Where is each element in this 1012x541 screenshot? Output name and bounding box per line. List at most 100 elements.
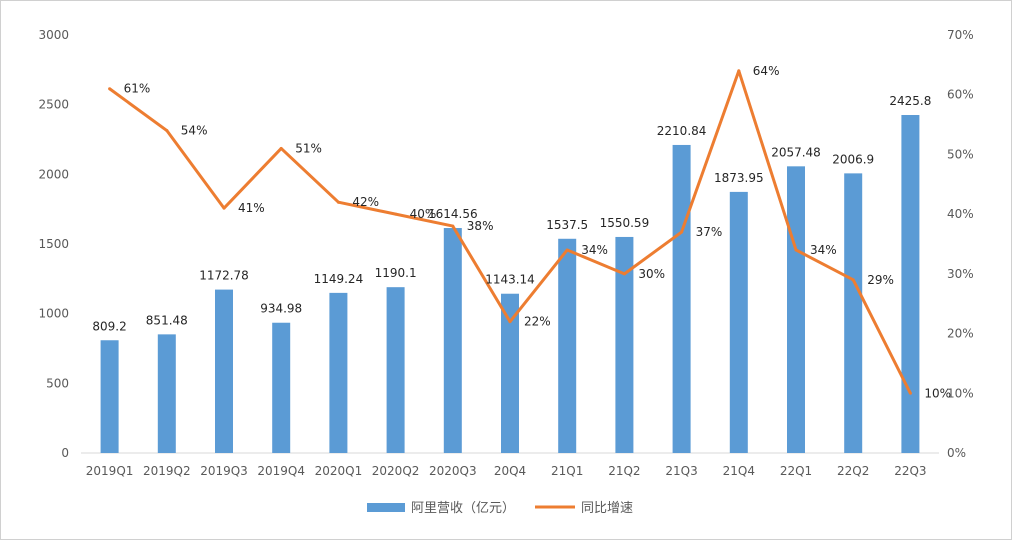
- bar: [157, 334, 176, 453]
- line-data-label: 34%: [810, 243, 837, 257]
- bar: [844, 173, 863, 453]
- line-data-label: 38%: [467, 219, 494, 233]
- legend-line-label: 同比增速: [581, 501, 633, 516]
- right-axis-tick-label: 30%: [947, 267, 974, 281]
- right-axis-tick-label: 20%: [947, 327, 974, 341]
- bar: [501, 293, 519, 453]
- line-data-label: 30%: [638, 267, 665, 281]
- line-point: [165, 129, 169, 133]
- right-axis-tick-label: 10%: [947, 386, 974, 400]
- x-axis-tick-label: 2020Q2: [372, 464, 420, 478]
- line-point: [451, 224, 455, 228]
- line-point: [737, 69, 741, 73]
- bar-data-label: 1537.5: [546, 218, 588, 232]
- line-data-label: 41%: [238, 201, 265, 215]
- bar: [729, 191, 748, 453]
- x-axis-tick-label: 21Q4: [723, 464, 755, 478]
- bar-series: [100, 115, 920, 454]
- line-point: [680, 230, 684, 234]
- x-axis-tick-label: 22Q1: [780, 464, 812, 478]
- line-series: [108, 69, 912, 395]
- bar-data-label: 1143.14: [485, 273, 535, 287]
- left-axis-tick-label: 3000: [38, 28, 69, 42]
- x-axis-tick-label: 21Q3: [665, 464, 697, 478]
- x-axis-ticks: 2019Q1 2019Q2 2019Q3 2019Q4 2020Q1 2020Q2 2020…: [86, 464, 927, 478]
- line-data-labels: 61% 54% 41% 51% 42% 40% 38% 22% 34% 30% 37% 64% 34% 2…: [124, 64, 951, 400]
- x-axis-tick-label: 22Q3: [894, 464, 926, 478]
- bar-data-label: 1190.1: [375, 266, 417, 280]
- left-axis-tick-label: 1500: [38, 237, 69, 251]
- line-data-label: 10%: [924, 386, 951, 400]
- line-data-label: 64%: [753, 64, 780, 78]
- bar: [558, 238, 577, 453]
- line-data-label: 51%: [295, 141, 322, 155]
- line-data-label: 37%: [696, 225, 723, 239]
- x-axis-tick-label: 2020Q3: [429, 464, 477, 478]
- left-axis-tick-label: 2000: [38, 167, 69, 181]
- line-point: [794, 248, 798, 252]
- bar-data-label: 809.2: [92, 319, 126, 333]
- bar: [386, 287, 405, 453]
- line-point: [222, 206, 226, 210]
- line-point: [851, 278, 855, 282]
- bar-data-label: 2210.84: [657, 124, 707, 138]
- bar-data-label: 1149.24: [314, 272, 364, 286]
- bar-data-label: 2006.9: [832, 152, 874, 166]
- line-point: [908, 391, 912, 395]
- legend-bar-label: 阿里营收（亿元）: [411, 501, 515, 516]
- bar: [443, 228, 462, 453]
- legend-bar-swatch: [367, 503, 405, 512]
- bar: [901, 115, 920, 454]
- bar-data-label: 1172.78: [199, 269, 249, 283]
- x-axis-tick-label: 21Q1: [551, 464, 583, 478]
- legend: 阿里营收（亿元） 同比增速: [367, 501, 633, 516]
- line-data-label: 61%: [124, 82, 151, 96]
- x-axis-tick-label: 20Q4: [494, 464, 526, 478]
- line-point: [622, 272, 626, 276]
- bar: [615, 236, 634, 453]
- bar: [329, 292, 348, 453]
- left-axis-tick-label: 0: [61, 446, 69, 460]
- bar: [272, 322, 291, 453]
- right-axis-tick-label: 70%: [947, 28, 974, 42]
- x-axis-tick-label: 2019Q1: [86, 464, 134, 478]
- line-data-label: 40%: [410, 207, 437, 221]
- line-point: [565, 248, 569, 252]
- line-point: [336, 200, 340, 204]
- right-axis-tick-label: 40%: [947, 207, 974, 221]
- bar-data-label: 851.48: [146, 313, 188, 327]
- bar-data-label: 1614.56: [428, 207, 478, 221]
- left-axis: 0 500 1000 1500 2000 2500 3000: [38, 28, 69, 460]
- left-axis-tick-label: 500: [46, 376, 69, 390]
- bar-data-label: 2425.8: [889, 94, 931, 108]
- x-axis-tick-label: 2019Q2: [143, 464, 191, 478]
- bar-data-label: 2057.48: [771, 145, 821, 159]
- right-axis: 0% 10% 20% 30% 40% 50% 60% 70%: [947, 28, 974, 460]
- line-data-label: 42%: [352, 195, 379, 209]
- bar: [100, 340, 119, 453]
- bar: [672, 144, 691, 453]
- bar-data-label: 934.98: [260, 302, 302, 316]
- left-axis-tick-label: 2500: [38, 98, 69, 112]
- right-axis-tick-label: 0%: [947, 446, 966, 460]
- bar-data-labels: 809.2 851.48 1172.78 934.98 1149.24 1190.1 161…: [92, 94, 931, 333]
- line-point: [279, 146, 283, 150]
- right-axis-tick-label: 60%: [947, 88, 974, 102]
- x-axis-tick-label: 2020Q1: [315, 464, 363, 478]
- line-data-label: 29%: [867, 273, 894, 287]
- line-data-label: 34%: [581, 243, 608, 257]
- line-data-label: 22%: [524, 315, 551, 329]
- x-axis-tick-label: 2019Q4: [257, 464, 305, 478]
- line-data-label: 54%: [181, 124, 208, 138]
- bar: [787, 166, 805, 453]
- bar: [215, 289, 233, 453]
- line-point: [394, 212, 398, 216]
- x-axis-tick-label: 21Q2: [608, 464, 640, 478]
- bar-data-label: 1873.95: [714, 171, 764, 185]
- bar-data-label: 1550.59: [600, 216, 650, 230]
- left-axis-tick-label: 1000: [38, 307, 69, 321]
- right-axis-tick-label: 50%: [947, 147, 974, 161]
- x-axis-tick-label: 22Q2: [837, 464, 869, 478]
